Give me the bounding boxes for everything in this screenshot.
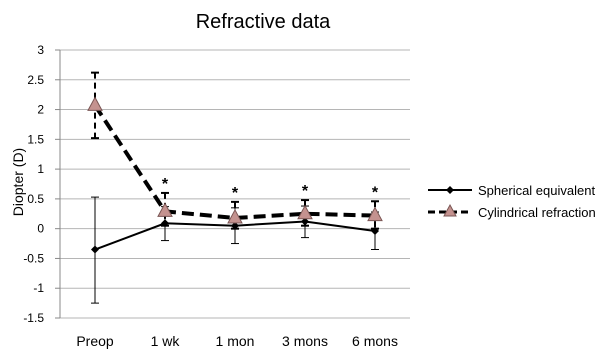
data-point-marker: [157, 202, 173, 217]
y-tick-label: -1: [33, 281, 44, 295]
significance-marker: *: [302, 183, 309, 200]
x-tick-labels: Preop 1 wk 1 mon 3 mons 6 mons: [76, 333, 398, 349]
significance-marker: *: [162, 176, 169, 193]
data-point-marker: [227, 208, 243, 224]
y-tick-label: 1.5: [27, 132, 44, 146]
x-tick-label: 1 wk: [151, 333, 181, 349]
x-tick-label: 1 mon: [216, 333, 255, 349]
legend-label: Spherical equivalent: [478, 183, 595, 198]
data-point-marker: [297, 204, 313, 220]
significance-marker: *: [372, 184, 379, 201]
legend-marker: [446, 186, 454, 194]
y-tick-label: 0.5: [27, 192, 44, 206]
y-tick-label: -0.5: [23, 251, 44, 265]
legend: Spherical equivalent Cylindrical refracti…: [428, 183, 596, 220]
data-point-marker: [301, 217, 309, 226]
data-point-marker: [91, 245, 99, 254]
x-tick-label: 6 mons: [352, 333, 398, 349]
data-point-marker: [161, 219, 169, 228]
legend-label: Cylindrical refraction: [478, 205, 596, 220]
data-point-marker: [231, 221, 239, 230]
series-line: [93, 104, 376, 220]
y-axis-title: Diopter (D): [10, 148, 26, 216]
chart-title: Refractive data: [196, 11, 331, 33]
significance-marker: *: [232, 185, 239, 202]
x-tick-label: Preop: [76, 333, 114, 349]
y-tick-label: 2.5: [27, 73, 44, 87]
x-tick-label: 3 mons: [282, 333, 328, 349]
y-tick-label: 0: [37, 222, 44, 236]
y-tick-labels: 3 2.5 2 1.5 1 0.5 0 -0.5 -1 -1.5: [23, 43, 44, 325]
significance-annotations: * * * *: [162, 176, 379, 202]
y-tick-label: -1.5: [23, 311, 44, 325]
data-point-marker: [367, 206, 383, 222]
legend-marker: [443, 203, 457, 217]
y-tick-label: 3: [37, 43, 44, 57]
y-tick-label: 2: [37, 103, 44, 117]
data-point-marker: [87, 96, 103, 111]
data-point-marker: [371, 227, 379, 236]
series-markers: [87, 96, 383, 254]
y-tick-label: 1: [37, 162, 44, 176]
